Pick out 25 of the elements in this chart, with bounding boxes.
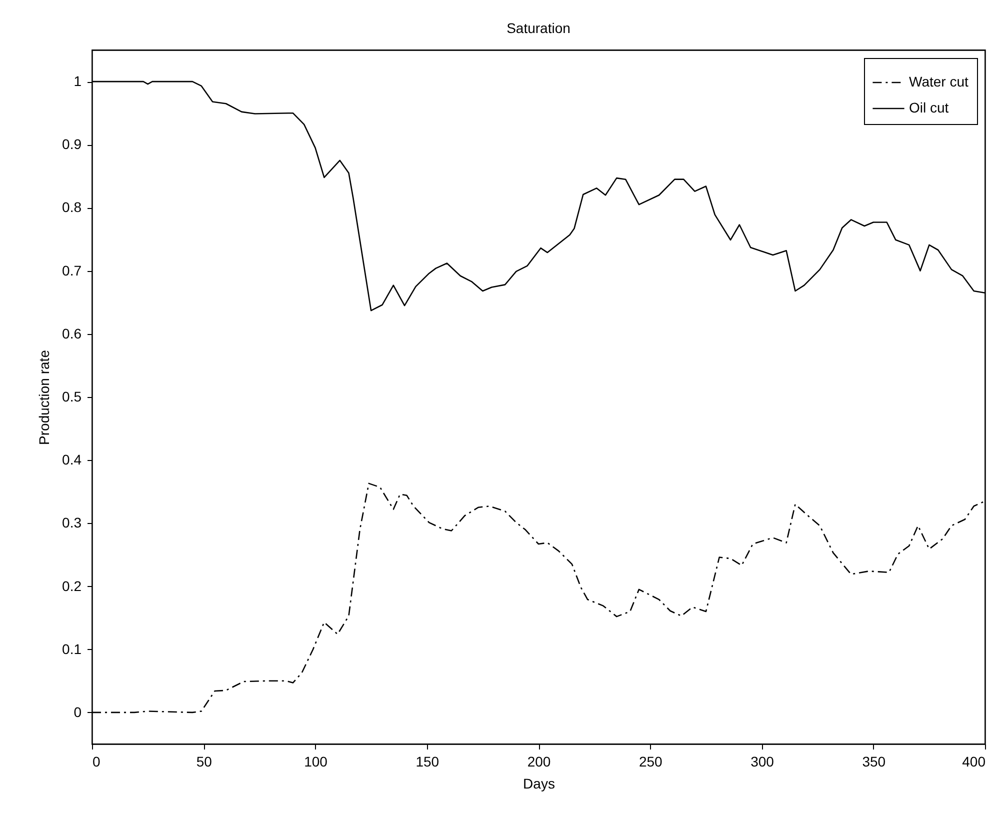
y-axis-title: Production rate <box>36 350 52 445</box>
x-tick-label: 150 <box>416 754 440 770</box>
y-tick-label: 0.9 <box>62 136 82 152</box>
x-tick-label: 100 <box>304 754 328 770</box>
y-tick-label: 0.2 <box>62 578 82 594</box>
x-tick-label: 400 <box>962 754 986 770</box>
x-tick-label: 200 <box>527 754 551 770</box>
x-tick-label: 50 <box>196 754 212 770</box>
y-tick-label: 0.7 <box>62 262 82 278</box>
y-tick-label: 0.4 <box>62 452 82 468</box>
x-tick-label: 350 <box>862 754 886 770</box>
y-tick-label: 0.5 <box>62 388 82 404</box>
x-axis-title: Days <box>523 776 555 792</box>
chart-title: Saturation <box>506 20 570 36</box>
x-tick-label: 0 <box>92 754 100 770</box>
x-tick-label: 250 <box>638 754 663 770</box>
y-tick-label: 0.8 <box>62 199 82 216</box>
y-tick-label: 1 <box>74 73 82 90</box>
y-tick-label: 0.3 <box>62 514 82 531</box>
legend-label: Oil cut <box>909 100 949 116</box>
y-tick-label: 0.1 <box>62 640 82 657</box>
y-tick-label: 0.6 <box>62 325 82 342</box>
legend-label: Water cut <box>909 74 968 90</box>
x-tick-label: 300 <box>750 754 774 770</box>
y-tick-label: 0 <box>74 704 82 720</box>
